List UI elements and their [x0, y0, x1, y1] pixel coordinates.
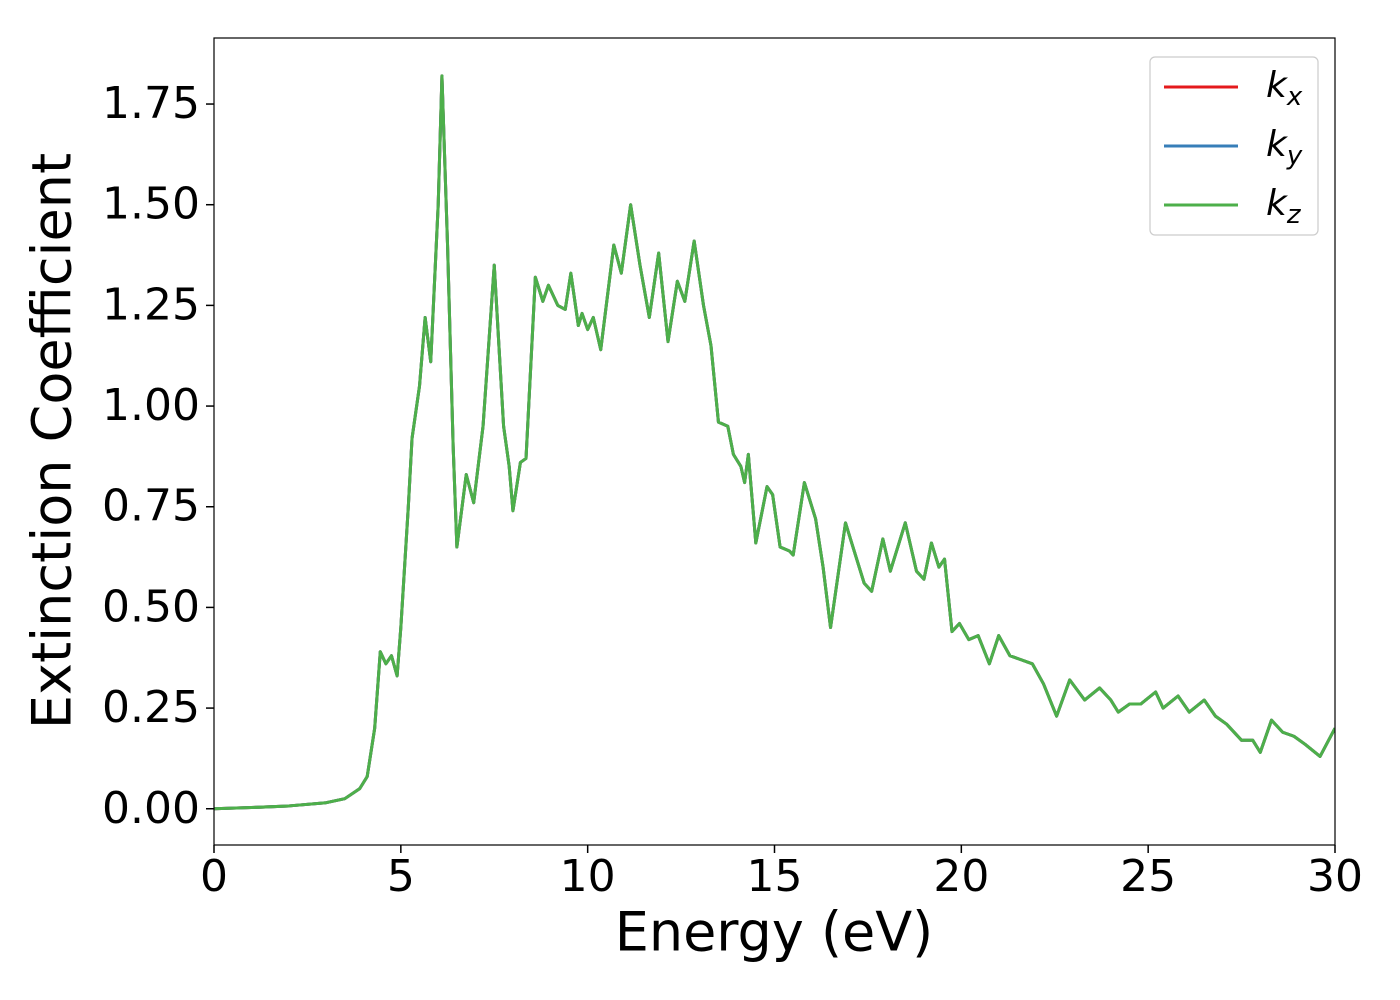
y-tick-label: 1.00: [102, 380, 200, 431]
x-axis-label: Energy (eV): [615, 901, 934, 964]
legend-label: ky: [1266, 124, 1303, 171]
y-tick-label: 0.25: [102, 682, 200, 733]
x-tick-label: 10: [560, 851, 616, 902]
x-tick-label: 30: [1307, 851, 1363, 902]
series-line: [214, 74, 1335, 811]
x-tick-label: 25: [1120, 851, 1176, 902]
plot-frame: [213, 37, 1336, 846]
legend-label: kz: [1266, 183, 1302, 230]
y-tick-label: 0.75: [102, 481, 200, 532]
x-tick-label: 20: [933, 851, 989, 902]
y-axis-label: Extinction Coefficient: [21, 153, 84, 729]
y-tick-label: 1.50: [102, 179, 200, 230]
y-tick-label: 1.25: [102, 279, 200, 330]
y-tick-label: 1.75: [102, 78, 200, 129]
x-tick-label: 15: [747, 851, 803, 902]
y-tick-label: 0.00: [102, 783, 200, 834]
x-tick-label: 5: [387, 851, 415, 902]
y-tick-label: 0.50: [102, 581, 200, 632]
legend-label: kx: [1266, 65, 1303, 112]
x-tick-label: 0: [200, 851, 228, 902]
